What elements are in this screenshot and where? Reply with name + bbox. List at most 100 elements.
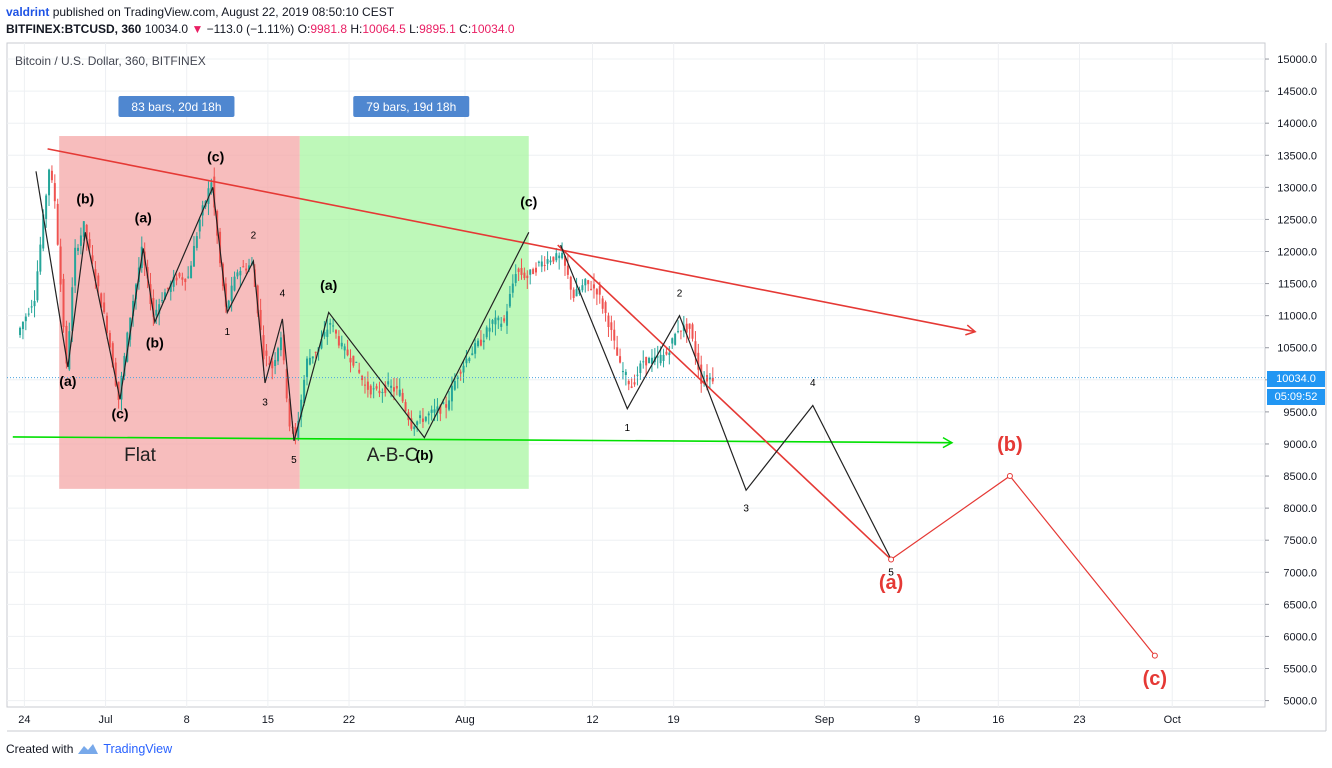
- tradingview-logo-icon: [78, 744, 99, 754]
- candle-body: [320, 339, 323, 349]
- candle-body: [401, 392, 404, 402]
- candle-body: [166, 287, 169, 289]
- candle-body: [413, 426, 416, 430]
- candle-body: [123, 355, 126, 376]
- candle-body: [366, 381, 369, 390]
- candle-body: [33, 301, 36, 307]
- tradingview-brand[interactable]: TradingView: [103, 742, 173, 756]
- candle-body: [268, 363, 271, 365]
- candle-body: [697, 352, 700, 370]
- high-label: H:: [350, 22, 363, 36]
- candle-body: [361, 375, 364, 381]
- wave-label: (b): [146, 335, 164, 351]
- candle-body: [459, 371, 462, 374]
- close-value: 10034.0: [471, 22, 515, 36]
- candle-body: [592, 284, 595, 289]
- last-price: 10034.0: [144, 22, 189, 36]
- candle-body: [552, 256, 555, 262]
- candle-body: [265, 350, 268, 356]
- candle-body: [523, 272, 526, 279]
- candle-body: [558, 255, 561, 259]
- candle-body: [674, 333, 677, 345]
- candle-body: [479, 339, 482, 346]
- candle-body: [679, 330, 682, 332]
- candle-body: [662, 354, 665, 361]
- candle-body: [169, 283, 172, 292]
- candle-body: [508, 293, 511, 307]
- candle-body: [71, 287, 74, 331]
- y-tick-label: 7500.0: [1283, 535, 1317, 547]
- x-tick-label: Jul: [99, 714, 113, 726]
- candle-body: [636, 374, 639, 376]
- price-change: −113.0 (−1.11%): [206, 22, 295, 36]
- x-tick-label: Oct: [1164, 714, 1181, 726]
- candle-body: [230, 285, 233, 301]
- zone-badge-text: 79 bars, 19d 18h: [366, 100, 456, 114]
- x-tick-label: 15: [262, 714, 274, 726]
- candle-body: [132, 300, 135, 317]
- candle-body: [645, 356, 648, 366]
- candle-body: [595, 289, 598, 295]
- candle-body: [294, 427, 297, 436]
- candle-body: [477, 340, 480, 347]
- candle-body: [575, 289, 578, 297]
- candle-body: [549, 260, 552, 263]
- wave-label: 2: [251, 231, 257, 242]
- candle-body: [711, 377, 714, 382]
- candle-body: [656, 356, 659, 358]
- candle-body: [581, 285, 584, 291]
- y-tick-label: 11500.0: [1278, 279, 1317, 291]
- candle-body: [77, 247, 80, 251]
- candle-body: [375, 386, 378, 389]
- candle-body: [82, 221, 85, 237]
- candle-body: [532, 269, 535, 275]
- candle-body: [126, 332, 129, 362]
- candle-body: [390, 385, 393, 388]
- candle-body: [68, 331, 71, 370]
- candle-body: [245, 268, 248, 271]
- x-tick-label: 22: [343, 714, 355, 726]
- publish-info: published on TradingView.com, August 22,…: [52, 5, 395, 19]
- candle-body: [482, 340, 485, 343]
- candle-body: [381, 392, 384, 394]
- candle-body: [27, 313, 30, 315]
- projection-point: [1006, 473, 1013, 480]
- projection-point: [888, 556, 895, 563]
- candle-body: [288, 398, 291, 427]
- candle-body: [500, 323, 503, 327]
- candle-body: [155, 309, 158, 316]
- candle-body: [633, 382, 636, 385]
- candle-body: [474, 343, 477, 354]
- candle-body: [648, 357, 651, 364]
- candle-body: [465, 358, 468, 364]
- wave-label: 4: [810, 378, 816, 389]
- low-value: 9895.1: [419, 22, 456, 36]
- candle-body: [433, 409, 436, 413]
- candle-body: [94, 269, 97, 281]
- publisher-name[interactable]: valdrint: [6, 5, 50, 19]
- candle-body: [369, 385, 372, 395]
- candle-body: [430, 409, 433, 413]
- candle-body: [563, 255, 566, 266]
- candle-body: [108, 332, 111, 348]
- candle-body: [442, 402, 445, 404]
- candle-body: [239, 270, 242, 276]
- candle-body: [297, 420, 300, 438]
- candle-body: [468, 358, 471, 362]
- trendline: [12, 436, 954, 449]
- candle-body: [363, 384, 366, 386]
- y-tick-label: 13000.0: [1277, 182, 1317, 194]
- candle-body: [439, 405, 442, 414]
- candle-body: [178, 273, 181, 277]
- y-tick-label: 9000.0: [1283, 439, 1317, 451]
- candle-body: [485, 327, 488, 338]
- candle-body: [511, 283, 514, 293]
- close-label: C:: [459, 22, 472, 36]
- y-tick-label: 8500.0: [1283, 471, 1317, 483]
- candle-body: [494, 317, 497, 325]
- candle-body: [392, 387, 395, 392]
- candle-body: [471, 353, 474, 356]
- candle-body: [308, 357, 311, 365]
- candle-body: [340, 342, 343, 347]
